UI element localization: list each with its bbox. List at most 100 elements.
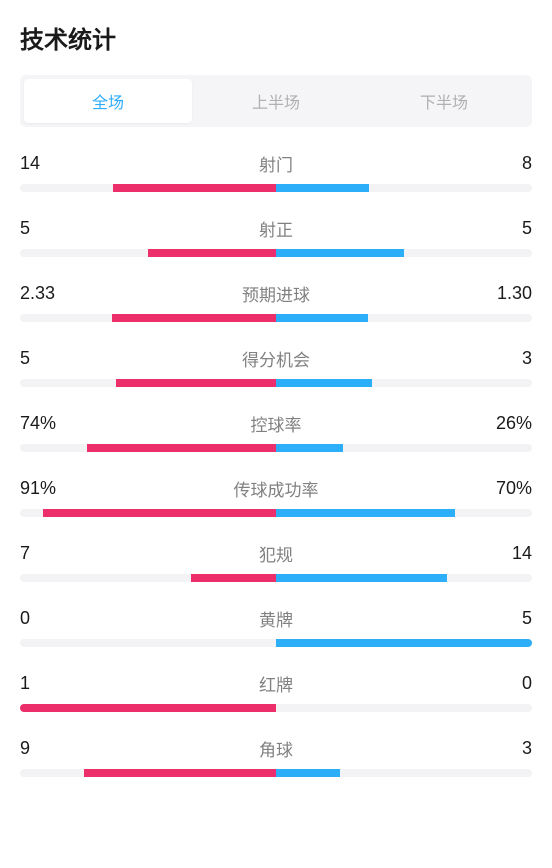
bar-half-left <box>20 314 276 322</box>
bar-half-right <box>276 769 532 777</box>
stat-value-right: 5 <box>482 218 532 239</box>
stat-row: 5得分机会3 <box>20 346 532 387</box>
stat-bar <box>20 639 532 647</box>
stat-label: 得分机会 <box>70 346 482 371</box>
bar-half-left <box>20 444 276 452</box>
bar-fill-right <box>276 184 369 192</box>
tab-1[interactable]: 上半场 <box>192 79 360 123</box>
bar-fill-left <box>113 184 276 192</box>
stat-value-left: 5 <box>20 218 70 239</box>
stat-label: 黄牌 <box>70 606 482 631</box>
stat-value-right: 1.30 <box>482 283 532 304</box>
bar-fill-right <box>276 444 343 452</box>
stat-header: 91%传球成功率70% <box>20 476 532 501</box>
stat-header: 2.33预期进球1.30 <box>20 281 532 306</box>
stat-header: 7犯规14 <box>20 541 532 566</box>
bar-fill-left <box>148 249 276 257</box>
bar-fill-left <box>20 704 276 712</box>
stat-value-right: 0 <box>482 673 532 694</box>
stat-value-left: 5 <box>20 348 70 369</box>
stat-header: 74%控球率26% <box>20 411 532 436</box>
bar-half-left <box>20 639 276 647</box>
stat-header: 0黄牌5 <box>20 606 532 631</box>
stat-value-left: 7 <box>20 543 70 564</box>
bar-fill-right <box>276 574 447 582</box>
stat-header: 14射门8 <box>20 151 532 176</box>
stat-bar <box>20 574 532 582</box>
stat-header: 5射正5 <box>20 216 532 241</box>
stat-value-right: 5 <box>482 608 532 629</box>
bar-half-right <box>276 249 532 257</box>
stat-bar <box>20 444 532 452</box>
bar-half-right <box>276 379 532 387</box>
stat-label: 红牌 <box>70 671 482 696</box>
stat-bar <box>20 184 532 192</box>
stat-bar <box>20 704 532 712</box>
stat-row: 14射门8 <box>20 151 532 192</box>
stat-label: 角球 <box>70 736 482 761</box>
tab-0[interactable]: 全场 <box>24 79 192 123</box>
stat-value-right: 3 <box>482 738 532 759</box>
stat-value-right: 70% <box>482 478 532 499</box>
stat-label: 控球率 <box>70 411 482 436</box>
stat-row: 74%控球率26% <box>20 411 532 452</box>
bar-fill-right <box>276 249 404 257</box>
bar-half-left <box>20 249 276 257</box>
stat-value-left: 91% <box>20 478 70 499</box>
stat-value-right: 8 <box>482 153 532 174</box>
bar-fill-right <box>276 379 372 387</box>
stat-label: 射正 <box>70 216 482 241</box>
bar-half-left <box>20 379 276 387</box>
stat-bar <box>20 314 532 322</box>
bar-half-left <box>20 574 276 582</box>
stat-value-right: 3 <box>482 348 532 369</box>
stat-label: 射门 <box>70 151 482 176</box>
stat-row: 9角球3 <box>20 736 532 777</box>
stat-bar <box>20 769 532 777</box>
bar-fill-left <box>84 769 276 777</box>
bar-half-right <box>276 704 532 712</box>
stat-header: 1红牌0 <box>20 671 532 696</box>
stat-bar <box>20 379 532 387</box>
bar-fill-left <box>116 379 276 387</box>
tabs-container: 全场上半场下半场 <box>20 75 532 127</box>
stat-label: 预期进球 <box>70 281 482 306</box>
stat-value-left: 14 <box>20 153 70 174</box>
bar-half-left <box>20 184 276 192</box>
bar-fill-left <box>112 314 276 322</box>
bar-fill-right <box>276 509 455 517</box>
bar-half-right <box>276 509 532 517</box>
stat-label: 犯规 <box>70 541 482 566</box>
stat-row: 7犯规14 <box>20 541 532 582</box>
stat-row: 0黄牌5 <box>20 606 532 647</box>
bar-fill-left <box>87 444 276 452</box>
bar-fill-left <box>43 509 276 517</box>
page-title: 技术统计 <box>20 20 532 55</box>
stat-bar <box>20 249 532 257</box>
stat-value-left: 9 <box>20 738 70 759</box>
stat-header: 5得分机会3 <box>20 346 532 371</box>
bar-fill-right <box>276 769 340 777</box>
stat-value-right: 14 <box>482 543 532 564</box>
stat-value-left: 74% <box>20 413 70 434</box>
bar-half-right <box>276 574 532 582</box>
bar-fill-right <box>276 314 368 322</box>
stat-row: 2.33预期进球1.30 <box>20 281 532 322</box>
stat-value-left: 2.33 <box>20 283 70 304</box>
stat-row: 5射正5 <box>20 216 532 257</box>
bar-half-left <box>20 769 276 777</box>
bar-half-right <box>276 639 532 647</box>
stat-value-left: 0 <box>20 608 70 629</box>
bar-half-left <box>20 509 276 517</box>
bar-fill-right <box>276 639 532 647</box>
stats-container: 14射门85射正52.33预期进球1.305得分机会374%控球率26%91%传… <box>20 151 532 777</box>
tab-2[interactable]: 下半场 <box>360 79 528 123</box>
bar-half-right <box>276 314 532 322</box>
bar-half-right <box>276 184 532 192</box>
stat-header: 9角球3 <box>20 736 532 761</box>
bar-half-left <box>20 704 276 712</box>
stat-bar <box>20 509 532 517</box>
stat-row: 91%传球成功率70% <box>20 476 532 517</box>
bar-fill-left <box>191 574 276 582</box>
bar-half-right <box>276 444 532 452</box>
